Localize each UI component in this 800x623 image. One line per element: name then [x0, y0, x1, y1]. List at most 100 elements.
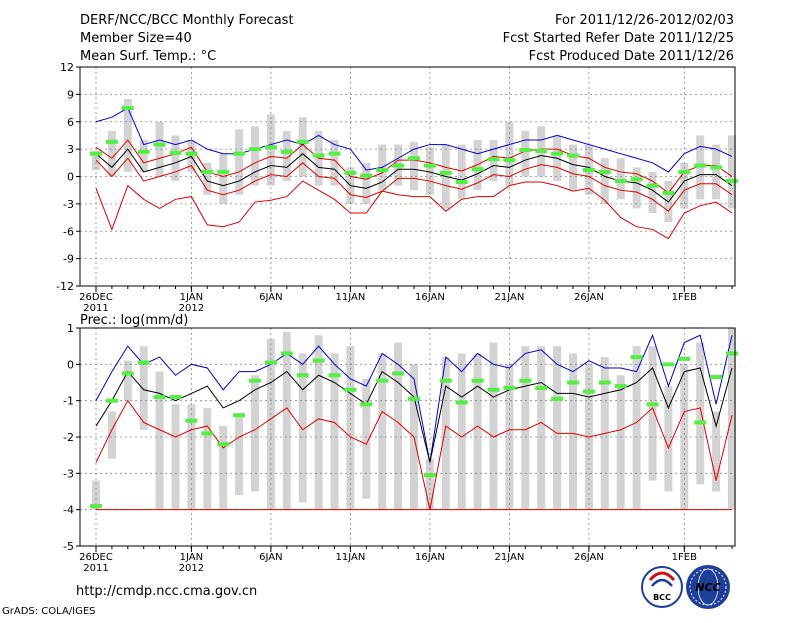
bcc-logo-text: BCC [653, 593, 671, 602]
median-marker [439, 378, 452, 383]
median-marker [264, 145, 277, 150]
median-marker [487, 157, 500, 162]
x-tick-label: 1FEB [672, 552, 697, 563]
median-marker [360, 402, 373, 407]
x-tick-label: 21JAN [494, 292, 524, 303]
ensemble-box [251, 375, 259, 492]
ensemble-box [298, 353, 307, 503]
ensemble-box [282, 130, 291, 182]
median-marker [662, 190, 675, 195]
median-marker [567, 153, 579, 158]
y-tick-label: -2 [63, 431, 74, 444]
median-marker [249, 147, 261, 152]
ensemble-box [553, 346, 562, 510]
ensemble-box [219, 426, 228, 510]
ensemble-box [203, 162, 212, 195]
x-tick-label: 26DEC [79, 552, 113, 563]
median-marker [551, 396, 564, 401]
lower-bound-line [95, 180, 733, 240]
ensemble-box [171, 135, 180, 182]
ensemble-box [569, 353, 577, 510]
ensemble-box [155, 121, 164, 177]
median-marker [535, 385, 548, 390]
y-tick-label: -3 [63, 198, 74, 211]
median-marker [153, 142, 166, 147]
ensemble-box [107, 130, 116, 177]
y-tick-label: -6 [63, 225, 74, 238]
ensemble-box [330, 140, 339, 186]
x-tick-label: 6JAN [259, 292, 282, 303]
ensemble-box [441, 357, 450, 510]
median-marker [471, 378, 484, 383]
ensemble-box [457, 144, 466, 200]
ensemble-box [282, 331, 291, 510]
ensemble-box [616, 375, 625, 510]
ensemble-box [139, 346, 148, 430]
median-marker [471, 167, 484, 172]
y-tick-label: 1 [67, 322, 74, 335]
x-tick-label: 11JAN [335, 292, 365, 303]
x-tick-label: 26JAN [574, 552, 604, 563]
median-marker [376, 168, 389, 173]
ensemble-box [648, 346, 657, 481]
upper-bound-line [95, 107, 733, 173]
ensemble-box [537, 346, 546, 510]
ensemble-box [425, 147, 434, 195]
ensemble-box [680, 364, 689, 510]
header-member-size: Member Size=40 [80, 31, 192, 46]
footer-url[interactable]: http://cmdp.ncc.cma.gov.cn [76, 584, 257, 599]
median-marker [121, 106, 134, 111]
median-marker [233, 413, 246, 418]
median-marker [519, 378, 532, 383]
median-marker [598, 380, 611, 385]
median-marker [296, 139, 309, 144]
ncc-logo-text: NCC [695, 581, 720, 594]
x-tick-sublabel: 2012 [179, 303, 204, 314]
median-marker [360, 173, 373, 178]
ensemble-box [346, 346, 355, 510]
x-tick-label: 1FEB [672, 292, 697, 303]
median-marker [646, 402, 659, 407]
median-marker [408, 156, 420, 161]
ensemble-box [219, 153, 228, 204]
ensemble-box [664, 386, 673, 492]
median-marker [678, 169, 691, 174]
ensemble-box [139, 140, 148, 172]
median-marker [185, 151, 198, 156]
ensemble-box [712, 411, 721, 492]
median-marker [344, 387, 357, 392]
ensemble-box [394, 342, 403, 510]
median-marker [567, 380, 579, 385]
ensemble-box [362, 162, 371, 204]
median-marker [535, 148, 548, 153]
median-marker [105, 139, 118, 144]
median-marker [328, 151, 341, 156]
median-marker [328, 373, 341, 378]
median-marker [153, 395, 166, 400]
header-variable: Mean Surf. Temp.: °C [80, 49, 216, 64]
y-tick-label: 3 [67, 143, 74, 156]
x-tick-label: 11JAN [335, 552, 365, 563]
median-marker [630, 177, 643, 182]
y-tick-label: -3 [63, 467, 74, 480]
ensemble-box [489, 342, 498, 510]
ensemble-box [696, 342, 705, 485]
median-marker [439, 170, 452, 175]
x-tick-label: 1JAN [180, 552, 203, 563]
x-tick-label: 6JAN [259, 552, 282, 563]
ensemble-box [632, 346, 641, 510]
median-marker [376, 378, 389, 383]
ensemble-box [266, 114, 275, 186]
median-marker [280, 149, 293, 154]
median-marker [312, 358, 325, 363]
header-for-range: For 2011/12/26-2012/02/03 [555, 13, 734, 28]
median-marker [344, 170, 357, 175]
x-tick-label: 1JAN [180, 292, 203, 303]
y-tick-label: -12 [56, 280, 74, 293]
median-marker [710, 165, 723, 170]
x-tick-label: 26JAN [574, 292, 604, 303]
median-marker [392, 371, 405, 376]
